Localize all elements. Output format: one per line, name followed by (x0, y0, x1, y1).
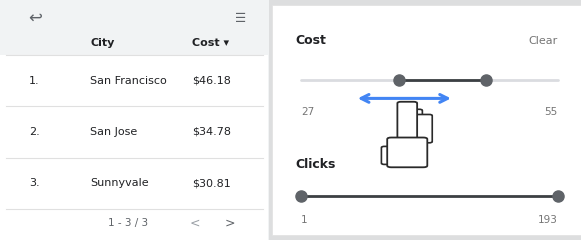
FancyBboxPatch shape (0, 0, 268, 31)
Text: San Francisco: San Francisco (90, 76, 167, 86)
FancyBboxPatch shape (397, 102, 417, 148)
FancyBboxPatch shape (406, 109, 422, 143)
Text: Cost: Cost (295, 34, 326, 47)
FancyBboxPatch shape (416, 114, 432, 143)
Text: 1: 1 (301, 215, 307, 225)
Text: $30.81: $30.81 (192, 178, 231, 188)
FancyBboxPatch shape (381, 146, 397, 164)
Text: 3.: 3. (29, 178, 40, 188)
Text: ☰: ☰ (235, 12, 247, 24)
Text: $46.18: $46.18 (192, 76, 231, 86)
Text: 1 - 3 / 3: 1 - 3 / 3 (107, 218, 148, 228)
Text: <: < (189, 217, 200, 230)
FancyBboxPatch shape (0, 0, 268, 240)
Text: >: > (224, 217, 235, 230)
Text: 👆: 👆 (399, 130, 415, 158)
Text: 193: 193 (538, 215, 558, 225)
Text: 55: 55 (544, 107, 558, 117)
Text: ↩: ↩ (28, 9, 42, 27)
Text: Clicks: Clicks (295, 158, 335, 171)
Text: San Jose: San Jose (90, 127, 137, 137)
Text: 2.: 2. (29, 127, 40, 137)
Text: 27: 27 (301, 107, 314, 117)
Text: City: City (90, 38, 114, 48)
FancyBboxPatch shape (0, 0, 268, 55)
FancyBboxPatch shape (272, 5, 581, 235)
FancyBboxPatch shape (269, 0, 581, 240)
Text: 1.: 1. (29, 76, 40, 86)
Text: Sunnyvale: Sunnyvale (90, 178, 149, 188)
Text: Cost ▾: Cost ▾ (192, 38, 229, 48)
Text: Clear: Clear (529, 36, 558, 46)
Text: $34.78: $34.78 (192, 127, 231, 137)
FancyBboxPatch shape (387, 138, 427, 167)
